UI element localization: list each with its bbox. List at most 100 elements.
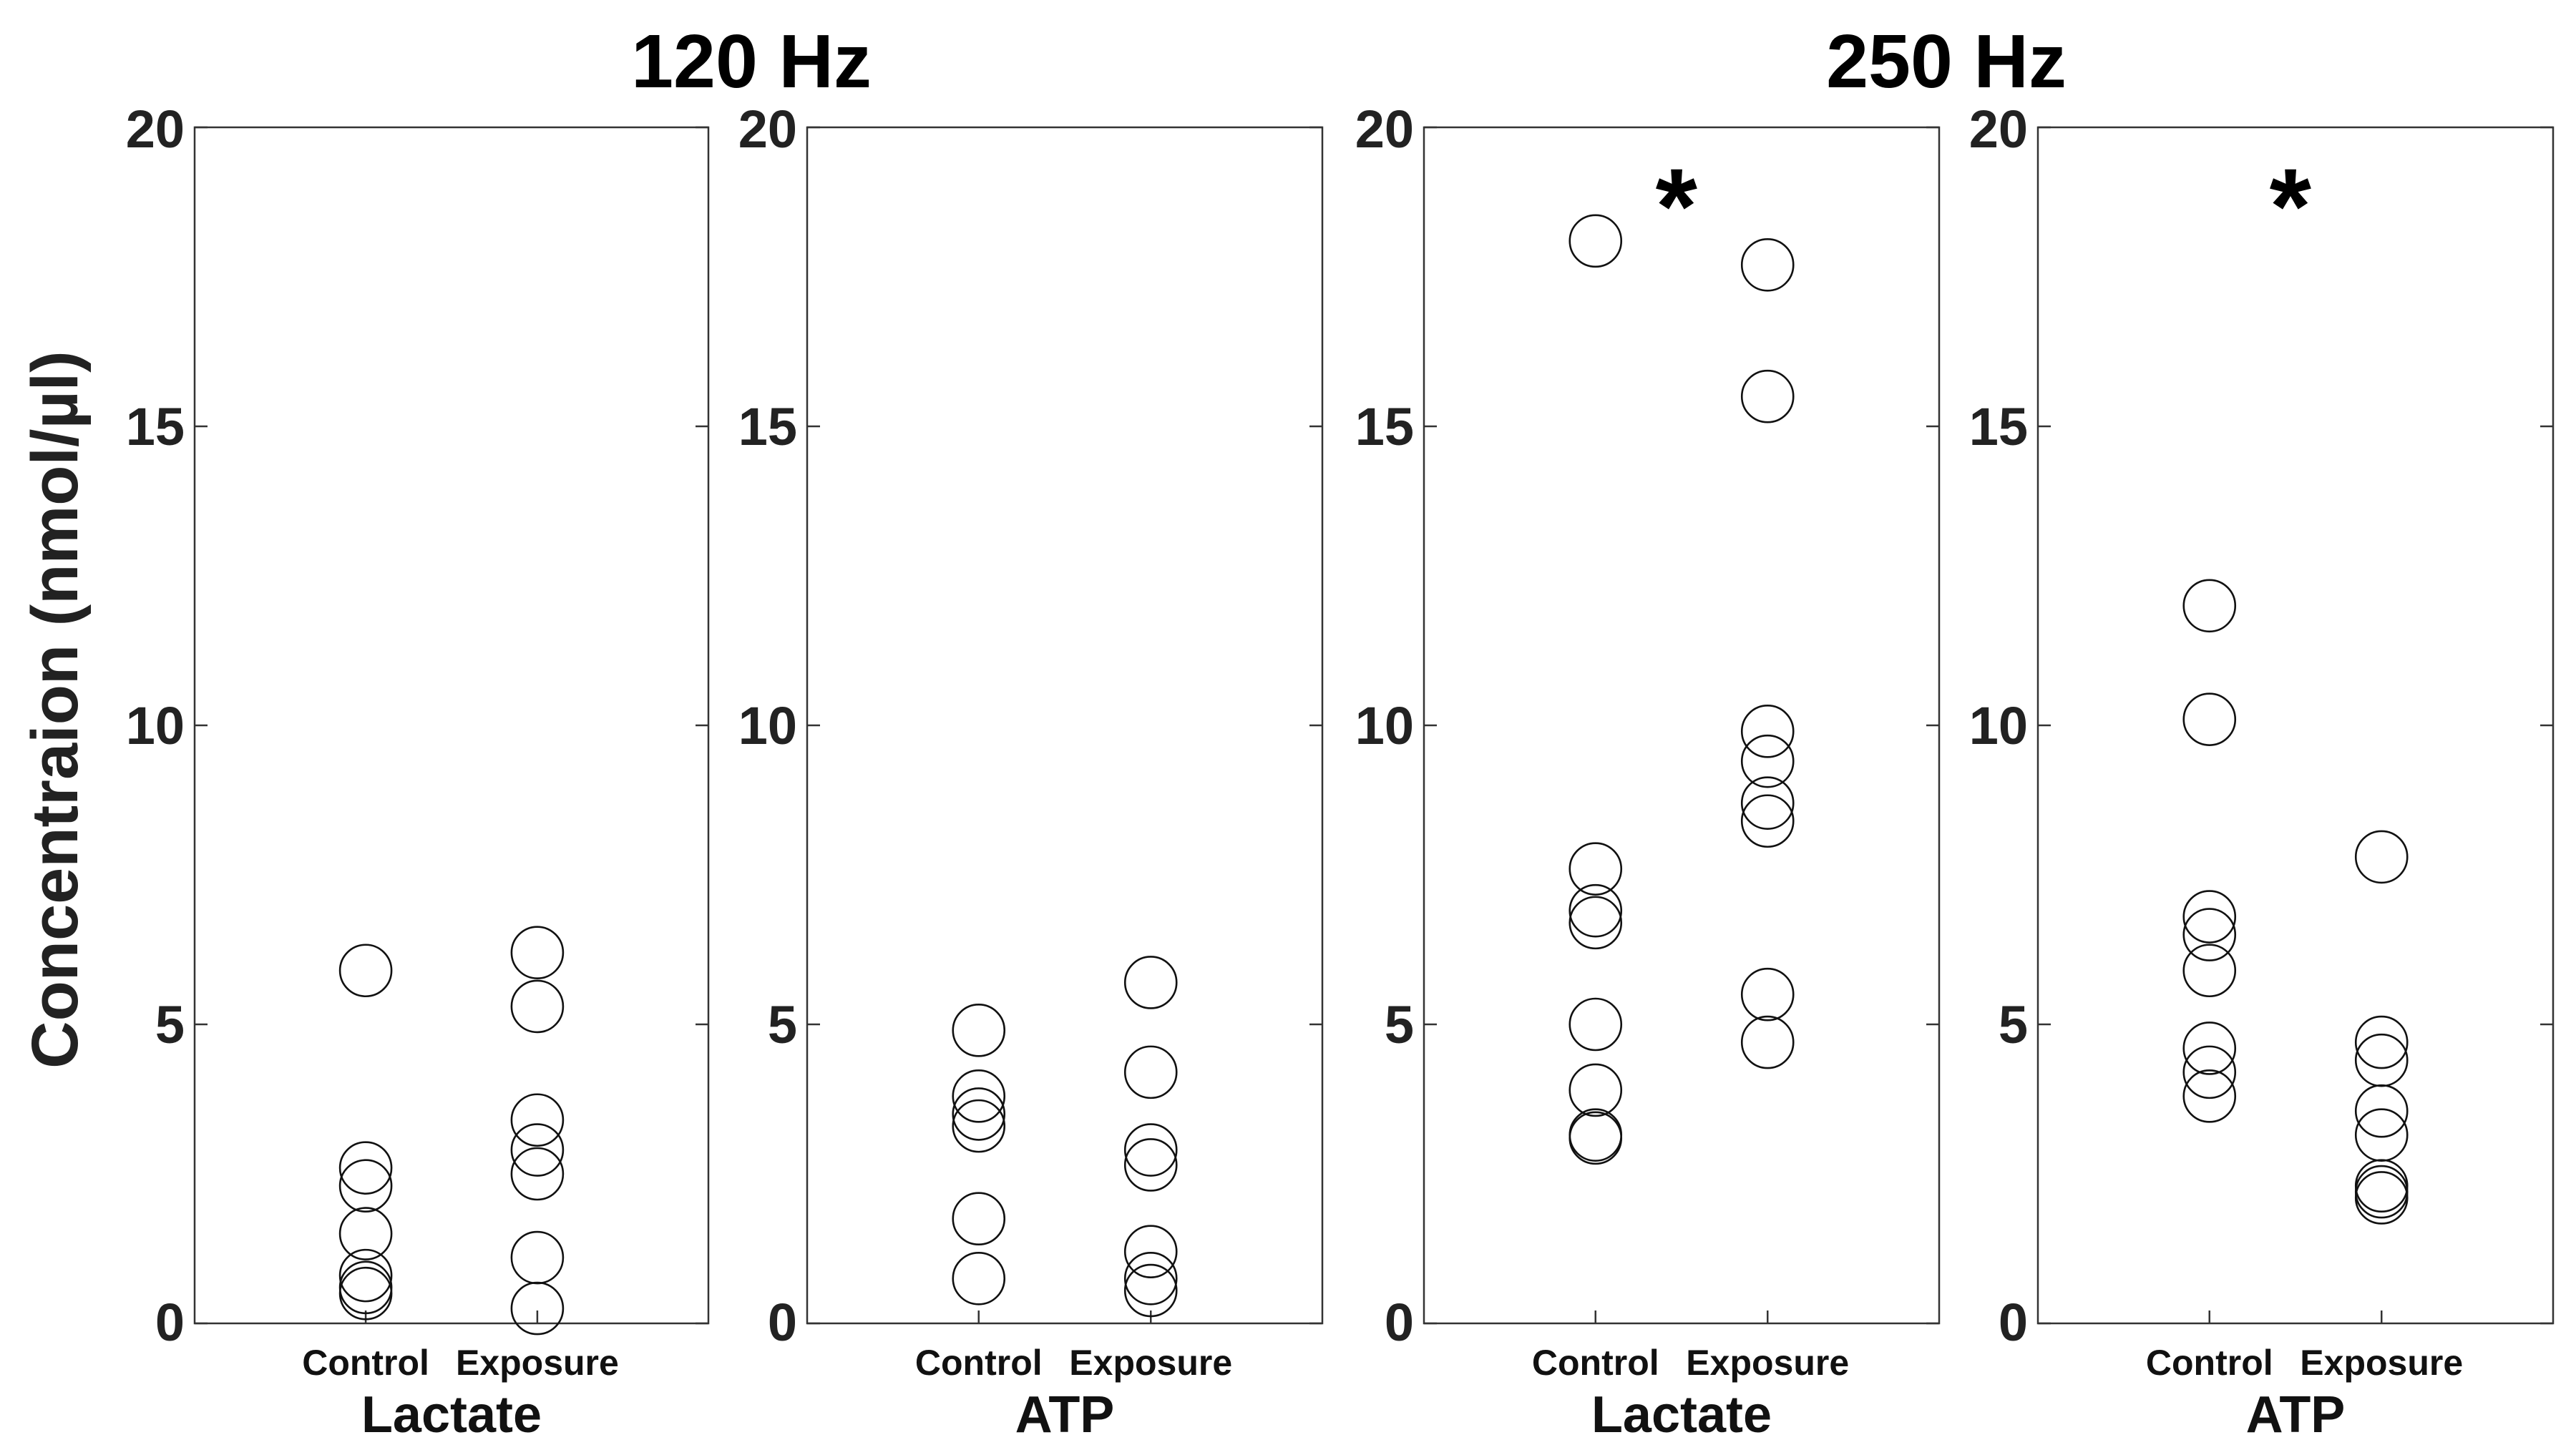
data-point-control bbox=[2182, 1022, 2237, 1075]
y-tick-label: 10 bbox=[126, 696, 185, 755]
x-tick-label-exposure: Exposure bbox=[1069, 1343, 1232, 1383]
axes-frame bbox=[193, 126, 710, 1325]
data-point-control bbox=[338, 1266, 393, 1321]
data-point-exposure bbox=[1123, 1263, 1178, 1318]
y-tick-label: 15 bbox=[1969, 397, 2028, 456]
data-point-exposure bbox=[1740, 1015, 1795, 1069]
data-point-control bbox=[338, 944, 393, 998]
data-point-exposure bbox=[2354, 1171, 2409, 1225]
x-tick-label-control: Control bbox=[2146, 1343, 2273, 1383]
significance-marker: * bbox=[1656, 146, 1698, 266]
x-axis-label: ATP bbox=[1015, 1386, 1115, 1444]
y-tick-label: 5 bbox=[1999, 995, 2028, 1054]
data-point-exposure bbox=[2354, 1165, 2409, 1219]
data-point-control bbox=[952, 1087, 1006, 1141]
y-tick-label: 0 bbox=[1385, 1293, 1414, 1352]
data-point-exposure bbox=[1123, 1225, 1178, 1278]
x-tick-label-exposure: Exposure bbox=[1686, 1343, 1849, 1383]
data-point-exposure bbox=[510, 1093, 565, 1147]
y-tick-label: 10 bbox=[1969, 696, 2028, 755]
axes-frame bbox=[2036, 126, 2555, 1325]
data-point-exposure bbox=[510, 979, 565, 1034]
data-point-exposure bbox=[1123, 1252, 1178, 1305]
data-point-control bbox=[2182, 1069, 2237, 1123]
y-tick-label: 20 bbox=[126, 99, 185, 159]
data-point-exposure bbox=[1123, 1123, 1178, 1177]
data-point-control bbox=[1568, 842, 1623, 896]
data-point-control bbox=[2182, 692, 2237, 746]
y-tick-label: 15 bbox=[126, 397, 185, 456]
data-point-control bbox=[1568, 1111, 1623, 1165]
data-point-exposure bbox=[1740, 369, 1795, 423]
axes-frame bbox=[806, 126, 1324, 1325]
data-point-control bbox=[2182, 1045, 2237, 1099]
data-point-exposure bbox=[1740, 776, 1795, 830]
x-axis-label: Lactate bbox=[1591, 1386, 1772, 1444]
data-point-control bbox=[2182, 579, 2237, 633]
y-tick-label: 20 bbox=[1355, 99, 1414, 159]
data-point-exposure bbox=[510, 1230, 565, 1285]
y-tick-label: 5 bbox=[1385, 995, 1414, 1054]
data-point-control bbox=[1568, 1063, 1623, 1117]
data-point-control bbox=[952, 1099, 1006, 1153]
data-point-control bbox=[338, 1248, 393, 1303]
data-point-control bbox=[2182, 908, 2237, 961]
data-point-exposure bbox=[2354, 1159, 2409, 1213]
x-tick-label-control: Control bbox=[915, 1343, 1043, 1383]
y-tick-label: 20 bbox=[738, 99, 797, 159]
data-point-exposure bbox=[1740, 237, 1795, 292]
data-point-control bbox=[952, 1069, 1006, 1123]
y-tick-label: 10 bbox=[1355, 696, 1414, 755]
y-tick-label: 0 bbox=[155, 1293, 185, 1352]
y-tick-label: 0 bbox=[1999, 1293, 2028, 1352]
significance-marker: * bbox=[2270, 146, 2312, 266]
data-point-control bbox=[2182, 890, 2237, 944]
y-tick-label: 15 bbox=[738, 397, 797, 456]
group-title-250hz: 250 Hz bbox=[1826, 19, 2067, 104]
y-tick-label: 15 bbox=[1355, 397, 1414, 456]
data-point-control bbox=[1568, 214, 1623, 268]
data-point-control bbox=[1568, 1108, 1623, 1162]
data-point-exposure bbox=[2354, 1108, 2409, 1162]
data-point-control bbox=[952, 1192, 1006, 1245]
x-axis-label: ATP bbox=[2246, 1386, 2346, 1444]
data-point-control bbox=[952, 1252, 1006, 1305]
data-point-control bbox=[338, 1207, 393, 1260]
data-point-exposure bbox=[1740, 967, 1795, 1022]
axes-frame bbox=[1423, 126, 1941, 1325]
data-point-exposure bbox=[2354, 1084, 2409, 1138]
data-point-control bbox=[338, 1260, 393, 1315]
data-point-control bbox=[952, 1004, 1006, 1057]
x-tick-label-exposure: Exposure bbox=[2300, 1343, 2463, 1383]
data-point-exposure bbox=[510, 1147, 565, 1201]
data-point-control bbox=[338, 1159, 393, 1213]
x-axis-label: Lactate bbox=[361, 1386, 542, 1444]
y-tick-label: 20 bbox=[1969, 99, 2028, 159]
data-point-exposure bbox=[510, 926, 565, 979]
data-point-control bbox=[2182, 944, 2237, 998]
y-axis-label: Concentraion (nmol/µl) bbox=[19, 351, 92, 1069]
data-point-control bbox=[1568, 896, 1623, 950]
data-point-exposure bbox=[510, 1281, 565, 1336]
x-tick-label-control: Control bbox=[1532, 1343, 1659, 1383]
data-point-exposure bbox=[1123, 1045, 1178, 1099]
data-point-exposure bbox=[1740, 705, 1795, 758]
data-point-control bbox=[338, 1141, 393, 1195]
x-tick-label-control: Control bbox=[302, 1343, 429, 1383]
y-tick-label: 0 bbox=[768, 1293, 797, 1352]
data-point-exposure bbox=[1123, 956, 1178, 1009]
y-tick-label: 5 bbox=[768, 995, 797, 1054]
data-point-exposure bbox=[2354, 1015, 2409, 1069]
data-point-exposure bbox=[1123, 1138, 1178, 1192]
data-point-exposure bbox=[2354, 830, 2409, 884]
x-tick-label-exposure: Exposure bbox=[456, 1343, 619, 1383]
data-point-exposure bbox=[1740, 794, 1795, 848]
data-point-control bbox=[1568, 997, 1623, 1052]
group-title-120hz: 120 Hz bbox=[631, 19, 872, 104]
